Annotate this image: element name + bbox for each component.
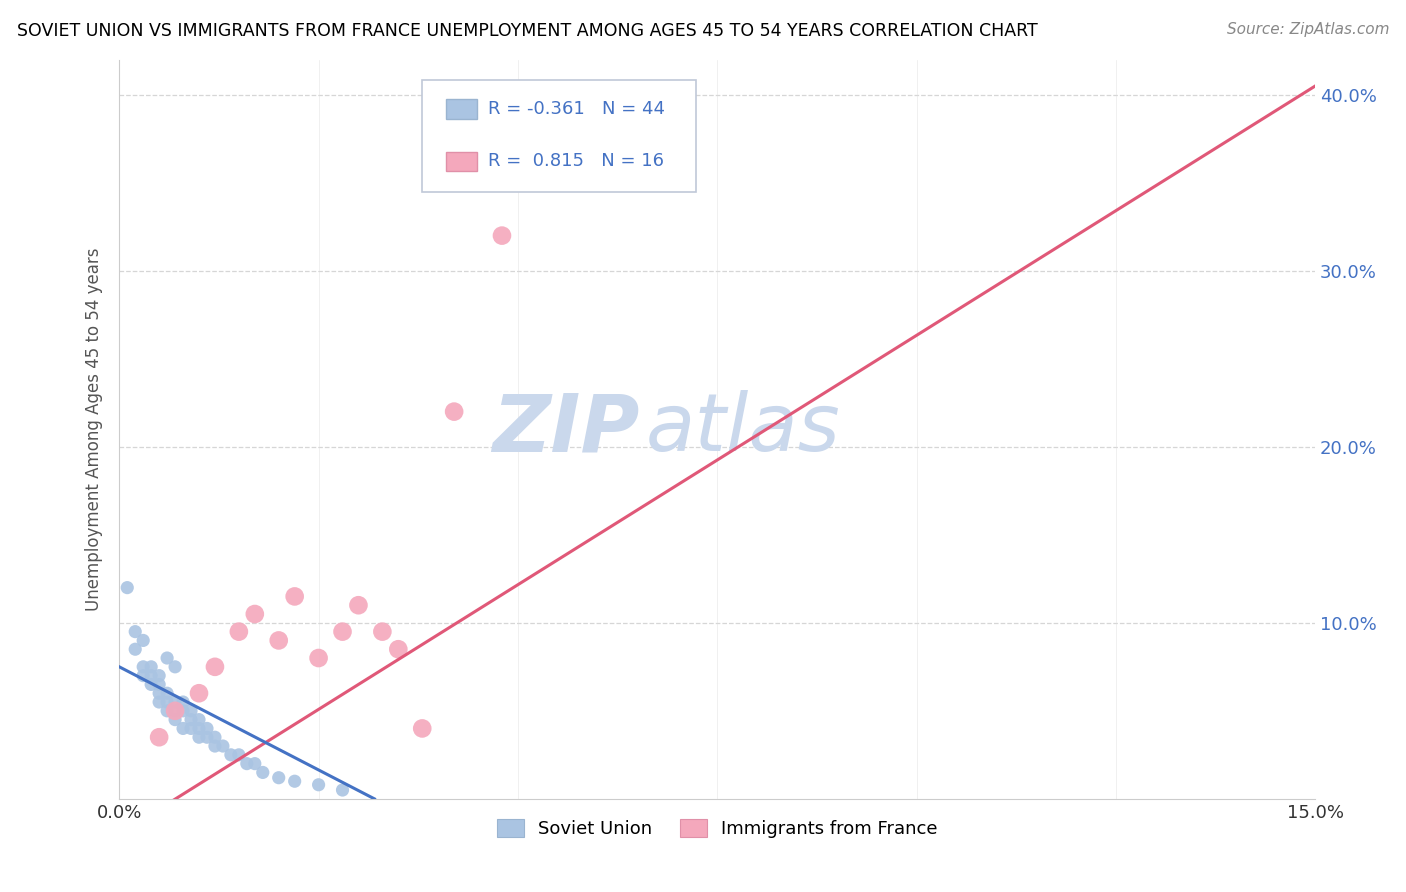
Point — [180, 722, 202, 736]
Point — [411, 722, 433, 736]
Point — [204, 739, 226, 753]
Point — [148, 677, 170, 691]
Point — [284, 590, 307, 604]
Point — [165, 704, 187, 718]
Point — [148, 730, 170, 744]
Point — [443, 404, 465, 418]
Point — [165, 695, 187, 709]
Point — [188, 730, 211, 744]
Point — [165, 713, 187, 727]
Point — [141, 677, 163, 691]
Point — [228, 624, 250, 639]
Legend: Soviet Union, Immigrants from France: Soviet Union, Immigrants from France — [489, 812, 945, 846]
Point — [156, 695, 179, 709]
Point — [156, 651, 179, 665]
Point — [332, 783, 354, 797]
Point — [132, 668, 155, 682]
Point — [204, 730, 226, 744]
Text: SOVIET UNION VS IMMIGRANTS FROM FRANCE UNEMPLOYMENT AMONG AGES 45 TO 54 YEARS CO: SOVIET UNION VS IMMIGRANTS FROM FRANCE U… — [17, 22, 1038, 40]
Y-axis label: Unemployment Among Ages 45 to 54 years: Unemployment Among Ages 45 to 54 years — [86, 247, 103, 611]
Point — [236, 756, 259, 771]
Point — [148, 668, 170, 682]
Point — [141, 668, 163, 682]
Point — [188, 713, 211, 727]
Point — [180, 713, 202, 727]
Point — [195, 730, 218, 744]
Point — [219, 747, 242, 762]
Point — [165, 704, 187, 718]
Text: R = -0.361   N = 44: R = -0.361 N = 44 — [488, 100, 665, 118]
Point — [165, 660, 187, 674]
Point — [124, 624, 146, 639]
Point — [267, 633, 290, 648]
Point — [267, 771, 290, 785]
Point — [172, 695, 194, 709]
Point — [228, 747, 250, 762]
Text: R =  0.815   N = 16: R = 0.815 N = 16 — [488, 153, 664, 170]
Point — [212, 739, 235, 753]
Point — [132, 633, 155, 648]
Text: ZIP: ZIP — [492, 390, 640, 468]
Point — [195, 722, 218, 736]
Point — [371, 624, 394, 639]
Point — [188, 722, 211, 736]
Point — [124, 642, 146, 657]
Point — [156, 704, 179, 718]
Point — [172, 722, 194, 736]
Text: Source: ZipAtlas.com: Source: ZipAtlas.com — [1226, 22, 1389, 37]
Point — [180, 704, 202, 718]
Point — [148, 686, 170, 700]
Point — [132, 660, 155, 674]
Point — [148, 695, 170, 709]
Point — [491, 228, 513, 243]
Point — [156, 686, 179, 700]
Point — [284, 774, 307, 789]
Point — [252, 765, 274, 780]
Point — [172, 704, 194, 718]
Point — [117, 581, 139, 595]
Point — [243, 756, 266, 771]
Point — [141, 660, 163, 674]
Point — [347, 599, 370, 613]
Point — [204, 660, 226, 674]
Point — [308, 651, 330, 665]
Text: atlas: atlas — [645, 390, 841, 468]
Point — [387, 642, 409, 657]
Point — [308, 778, 330, 792]
Point — [188, 686, 211, 700]
Point — [332, 624, 354, 639]
Point — [243, 607, 266, 621]
